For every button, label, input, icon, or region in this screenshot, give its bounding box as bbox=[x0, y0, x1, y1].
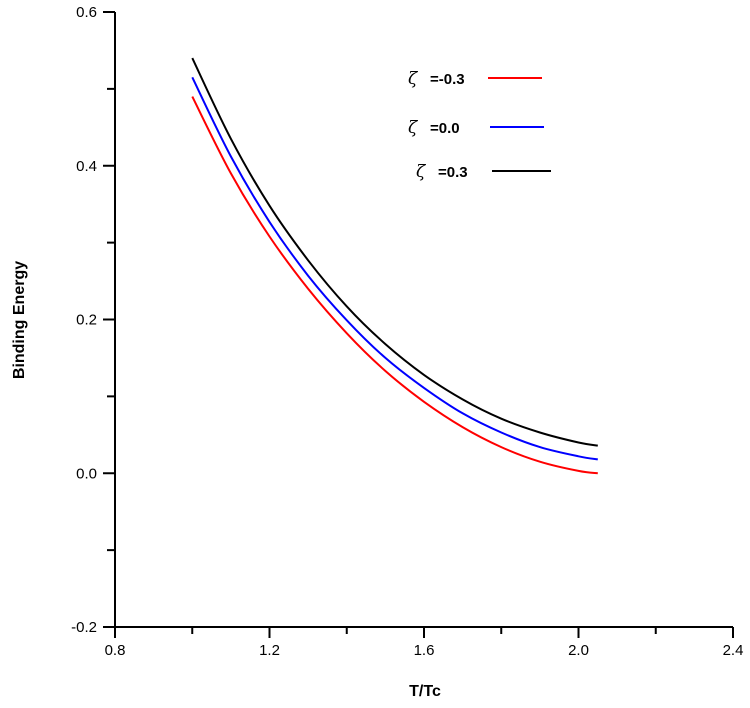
series-line-1 bbox=[191, 76, 598, 461]
series-line-2 bbox=[191, 57, 598, 447]
x-tick-label: 2.0 bbox=[568, 642, 589, 659]
plot-lines bbox=[191, 57, 598, 475]
x-tick-label: 1.6 bbox=[414, 642, 435, 659]
legend: ζ =-0.3 ζ =0.0 ζ =0.3 bbox=[408, 69, 551, 182]
legend-label-1: =0.0 bbox=[430, 120, 460, 137]
legend-symbol-2: ζ bbox=[416, 162, 427, 182]
x-tick-label: 2.4 bbox=[723, 642, 744, 659]
x-axis-title: T/Tc bbox=[409, 683, 441, 700]
legend-symbol-1: ζ bbox=[408, 118, 419, 138]
y-tick-label: 0.6 bbox=[76, 4, 97, 21]
x-tick-label: 1.2 bbox=[259, 642, 280, 659]
x-tick-label: 0.8 bbox=[105, 642, 126, 659]
y-tick-label: 0.4 bbox=[76, 158, 97, 175]
series-line-0 bbox=[191, 96, 598, 475]
axes: 0.8 1.2 1.6 2.0 2.4 -0.2 0.0 0.2 0.4 0.6 bbox=[71, 4, 743, 659]
y-tick-label: 0.2 bbox=[76, 312, 97, 329]
y-tick-label: 0.0 bbox=[76, 465, 97, 482]
legend-symbol-0: ζ bbox=[408, 69, 419, 89]
y-tick-label: -0.2 bbox=[71, 619, 97, 636]
legend-label-2: =0.3 bbox=[438, 164, 468, 181]
legend-label-0: =-0.3 bbox=[430, 71, 465, 88]
y-axis-title: Binding Energy bbox=[11, 261, 28, 379]
